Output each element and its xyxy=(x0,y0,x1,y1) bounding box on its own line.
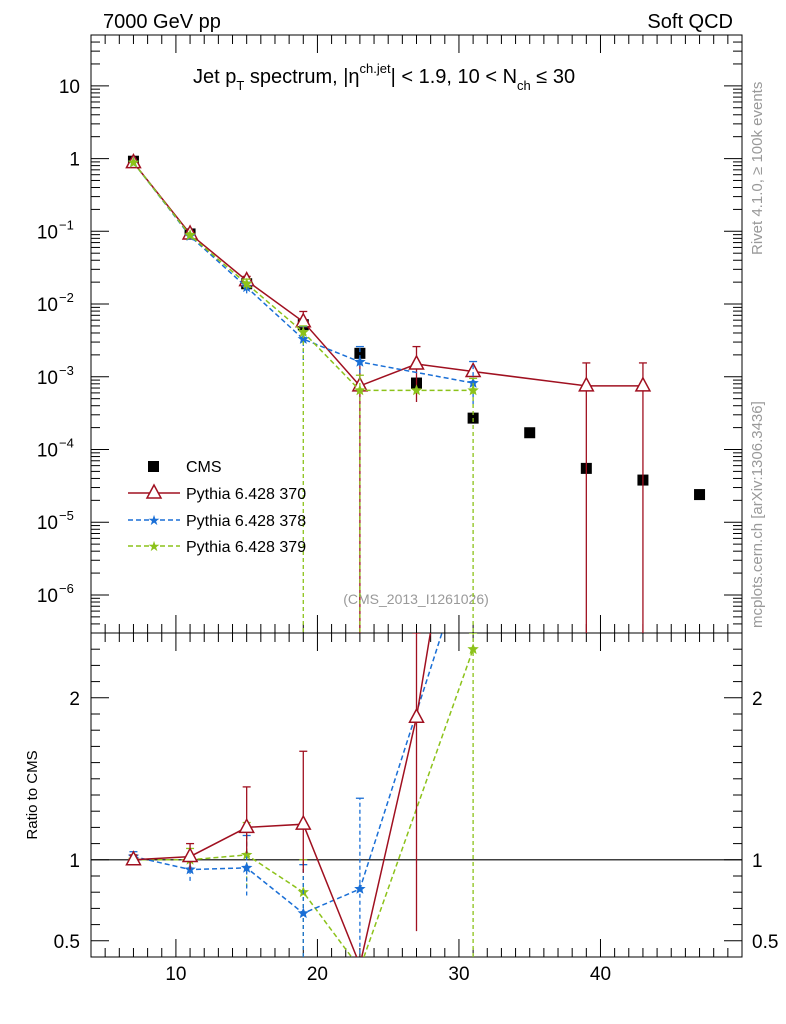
x-tick-label: 30 xyxy=(448,964,469,985)
ratio-ylabel: Ratio to CMS xyxy=(24,750,41,839)
y-tick-label: 10 xyxy=(37,368,58,389)
data-point xyxy=(295,814,312,830)
data-point xyxy=(297,333,309,344)
legend-marker-cms xyxy=(148,461,159,472)
y-tick-exponent: −6 xyxy=(59,581,74,596)
y-tick-label: 10 xyxy=(37,295,58,316)
data-point xyxy=(241,277,253,289)
legend-marker-370 xyxy=(145,483,163,499)
data-point xyxy=(297,326,309,338)
legend-marker-378: ★ xyxy=(148,512,161,528)
ratio-y-tick-label-left: 2 xyxy=(69,689,80,710)
y-tick-exponent: −3 xyxy=(59,363,74,378)
series-pythia-6-428-379 xyxy=(127,156,479,633)
legend-label-370: Pythia 6.428 370 xyxy=(186,486,306,503)
series-pythia-6-428-370 xyxy=(125,153,652,633)
data-point xyxy=(467,377,479,388)
data-point xyxy=(694,489,706,501)
legend-label-378: Pythia 6.428 378 xyxy=(186,513,306,530)
plot-title: Jet pT spectrum, |ηch.jet| < 1.9, 10 < N… xyxy=(193,61,575,93)
data-point xyxy=(408,707,425,723)
y-tick-label: 10 xyxy=(37,586,58,607)
data-point xyxy=(634,376,652,392)
x-tick-label: 20 xyxy=(307,964,328,985)
title-part-1: Jet p xyxy=(193,66,236,88)
ratio-y-tick-label-left: 0.5 xyxy=(54,932,80,953)
x-tick-label: 40 xyxy=(590,964,611,985)
ratio-y-tick-label-left: 1 xyxy=(69,851,80,872)
data-point xyxy=(125,850,142,866)
series-line xyxy=(133,648,474,957)
y-tick-exponent: −2 xyxy=(59,290,74,305)
series-pythia-6-428-378 xyxy=(127,156,479,405)
data-point xyxy=(464,361,482,378)
process-label: Soft QCD xyxy=(647,11,733,33)
data-point xyxy=(354,384,366,396)
title-part-3: spectrum, |η xyxy=(244,66,359,88)
legend-label-379: Pythia 6.428 379 xyxy=(186,539,306,556)
source-label: mcplots.cern.ch [arXiv:1306.3436] xyxy=(749,401,766,628)
data-point xyxy=(241,848,253,860)
energy-label: 7000 GeV pp xyxy=(103,11,221,33)
ratio-series-group xyxy=(125,633,479,957)
series-cms xyxy=(127,155,706,501)
title-part-5: | < 1.9, 10 < N xyxy=(391,66,517,88)
ratio-y-tick-label-right: 0.5 xyxy=(752,932,778,953)
data-point xyxy=(184,229,196,241)
y-tick-label: 1 xyxy=(69,150,80,171)
data-point xyxy=(238,817,255,834)
analysis-id: (CMS_2013_I1261026) xyxy=(343,591,489,607)
rivet-label: Rivet 4.1.0, ≥ 100k events xyxy=(749,82,766,255)
y-tick-label: 10 xyxy=(59,77,80,98)
y-tick-exponent: −1 xyxy=(59,217,74,232)
data-point xyxy=(408,354,425,370)
data-point xyxy=(410,384,423,396)
data-point xyxy=(354,347,366,359)
ratio-y-tick-label-right: 2 xyxy=(752,689,763,710)
legend-marker-379: ★ xyxy=(148,538,161,554)
main-series-group xyxy=(125,153,706,633)
data-point xyxy=(578,376,595,392)
data-point xyxy=(241,861,253,873)
series-line xyxy=(133,633,443,915)
data-point xyxy=(127,156,140,168)
data-point xyxy=(354,883,366,894)
title-part-7: ≤ 30 xyxy=(531,66,575,88)
series-line xyxy=(132,162,643,387)
legend-label-cms: CMS xyxy=(186,459,222,476)
data-point xyxy=(297,907,309,919)
y-tick-label: 10 xyxy=(37,222,58,243)
data-point xyxy=(181,846,199,863)
y-tick-label: 10 xyxy=(37,441,58,462)
series-pythia-6-428-370 xyxy=(125,633,432,957)
legend: CMS Pythia 6.428 370 ★ Pythia 6.428 378 … xyxy=(128,459,306,556)
data-point xyxy=(524,427,536,439)
data-point xyxy=(467,384,479,396)
y-tick-exponent: −5 xyxy=(59,508,74,523)
x-tick-label: 10 xyxy=(165,964,186,985)
ratio-y-tick-label-right: 1 xyxy=(752,851,763,872)
y-tick-exponent: −4 xyxy=(59,436,74,451)
y-tick-label: 10 xyxy=(37,513,58,534)
title-part-4: ch.jet xyxy=(360,61,391,76)
title-part-2: T xyxy=(236,78,244,93)
ratio-axis-ticks: 0.5 0.5 1 1 2 2 10 20 30 40 xyxy=(54,633,778,985)
title-part-6: ch xyxy=(517,78,531,93)
data-point xyxy=(467,643,479,655)
data-point xyxy=(354,355,366,367)
